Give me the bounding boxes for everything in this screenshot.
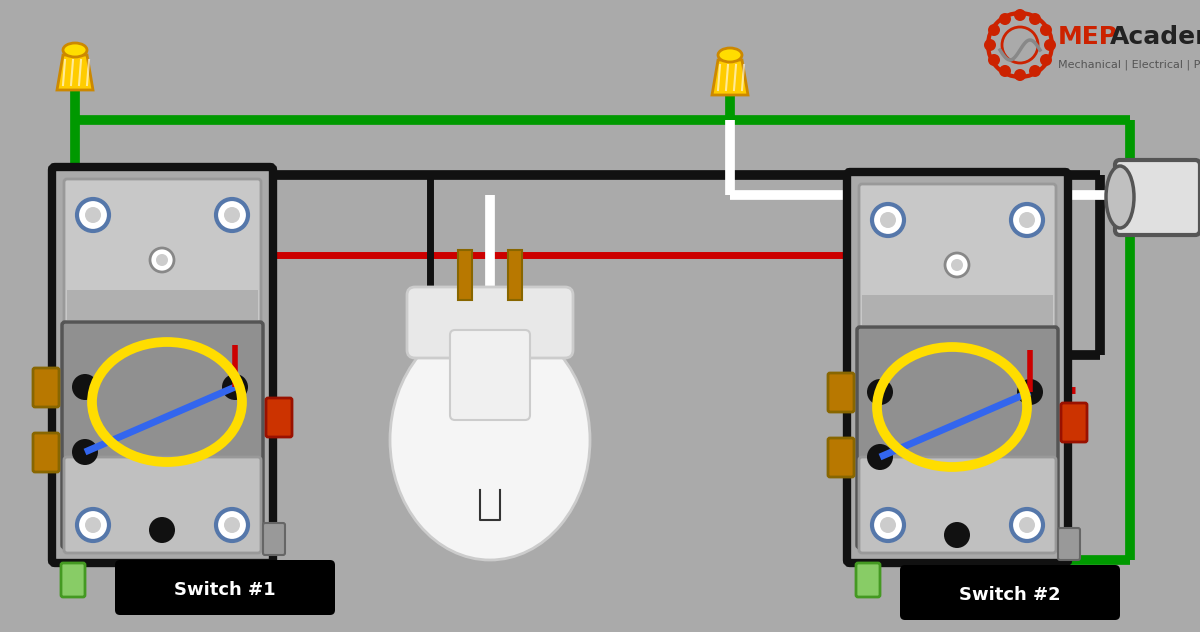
Bar <box>67 290 258 320</box>
Circle shape <box>1030 13 1042 25</box>
Ellipse shape <box>718 48 742 62</box>
Circle shape <box>866 444 893 470</box>
FancyBboxPatch shape <box>450 330 530 420</box>
FancyBboxPatch shape <box>859 184 1056 330</box>
FancyBboxPatch shape <box>857 327 1058 548</box>
FancyBboxPatch shape <box>859 457 1056 553</box>
FancyBboxPatch shape <box>1058 528 1080 560</box>
Text: MEP: MEP <box>1058 25 1118 49</box>
Circle shape <box>85 517 101 533</box>
FancyBboxPatch shape <box>847 172 1068 563</box>
Circle shape <box>946 253 970 277</box>
Circle shape <box>1019 517 1034 533</box>
Circle shape <box>1014 9 1026 21</box>
Circle shape <box>216 509 248 541</box>
FancyBboxPatch shape <box>61 563 85 597</box>
Circle shape <box>952 259 964 271</box>
Circle shape <box>85 207 101 223</box>
FancyBboxPatch shape <box>856 563 880 597</box>
Circle shape <box>1044 39 1056 51</box>
Circle shape <box>1019 212 1034 228</box>
Circle shape <box>216 199 248 231</box>
Circle shape <box>1040 54 1052 66</box>
FancyBboxPatch shape <box>900 565 1120 620</box>
Circle shape <box>988 24 1000 36</box>
Circle shape <box>1010 204 1043 236</box>
FancyBboxPatch shape <box>52 167 274 563</box>
Circle shape <box>72 439 98 465</box>
Circle shape <box>984 39 996 51</box>
FancyBboxPatch shape <box>64 457 262 553</box>
Circle shape <box>149 517 175 543</box>
Ellipse shape <box>390 320 590 560</box>
Circle shape <box>872 509 904 541</box>
Bar <box>508 250 522 300</box>
Text: Mechanical | Electrical | Plumbing: Mechanical | Electrical | Plumbing <box>1058 60 1200 70</box>
Bar <box>458 250 472 300</box>
Circle shape <box>77 509 109 541</box>
Circle shape <box>222 374 248 400</box>
FancyBboxPatch shape <box>64 179 262 325</box>
Ellipse shape <box>1106 166 1134 228</box>
Circle shape <box>998 13 1010 25</box>
Circle shape <box>998 65 1010 77</box>
FancyBboxPatch shape <box>34 368 59 407</box>
Circle shape <box>880 517 896 533</box>
Circle shape <box>988 54 1000 66</box>
Circle shape <box>1030 65 1042 77</box>
Circle shape <box>156 254 168 266</box>
Text: Academy: Academy <box>1110 25 1200 49</box>
Circle shape <box>224 517 240 533</box>
FancyBboxPatch shape <box>34 433 59 472</box>
Text: Switch #2: Switch #2 <box>959 586 1061 604</box>
FancyBboxPatch shape <box>62 322 263 548</box>
Circle shape <box>1018 379 1043 405</box>
Circle shape <box>224 207 240 223</box>
Circle shape <box>944 522 970 548</box>
Polygon shape <box>58 55 94 90</box>
FancyBboxPatch shape <box>263 523 286 555</box>
FancyBboxPatch shape <box>407 287 574 358</box>
FancyBboxPatch shape <box>266 398 292 437</box>
FancyBboxPatch shape <box>115 560 335 615</box>
Circle shape <box>880 212 896 228</box>
Circle shape <box>866 379 893 405</box>
Bar <box>862 295 1054 325</box>
FancyBboxPatch shape <box>1061 403 1087 442</box>
Polygon shape <box>712 60 748 95</box>
Text: Switch #1: Switch #1 <box>174 581 276 599</box>
Circle shape <box>1014 69 1026 81</box>
Circle shape <box>1040 24 1052 36</box>
FancyBboxPatch shape <box>828 373 854 412</box>
FancyBboxPatch shape <box>828 438 854 477</box>
Ellipse shape <box>64 43 88 57</box>
Circle shape <box>872 204 904 236</box>
Circle shape <box>1010 509 1043 541</box>
Circle shape <box>150 248 174 272</box>
FancyBboxPatch shape <box>1115 160 1200 235</box>
Circle shape <box>77 199 109 231</box>
Circle shape <box>72 374 98 400</box>
